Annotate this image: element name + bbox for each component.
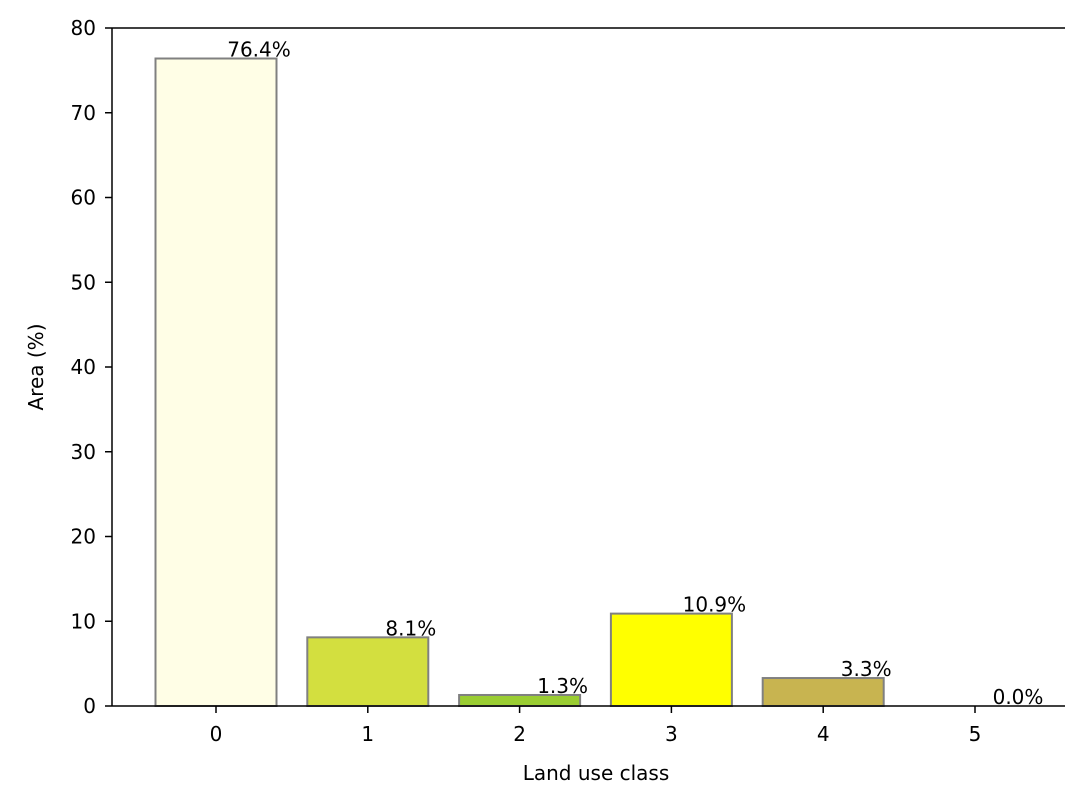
y-tick-label-0: 0 — [83, 694, 96, 718]
y-tick-label-70: 70 — [71, 101, 96, 125]
bar-1 — [306, 636, 430, 707]
data-label-1: 8.1% — [385, 616, 436, 640]
bar-3 — [609, 612, 733, 707]
bars-group — [154, 57, 885, 707]
y-tick-label-50: 50 — [71, 270, 96, 294]
data-label-3: 10.9% — [683, 593, 747, 617]
y-tick-label-60: 60 — [71, 186, 96, 210]
data-label-2: 1.3% — [537, 674, 588, 698]
x-tick-label-4: 4 — [817, 722, 830, 746]
x-tick-label-3: 3 — [665, 722, 678, 746]
x-tick-label-0: 0 — [210, 722, 223, 746]
y-tick-label-40: 40 — [71, 355, 96, 379]
bar-0 — [154, 57, 278, 707]
x-axis-label: Land use class — [523, 761, 670, 785]
data-labels-group: 76.4% 8.1% 1.3% 10.9% 3.3% 0.0% — [227, 38, 1043, 709]
y-tick-label-80: 80 — [71, 16, 96, 40]
data-label-0: 76.4% — [227, 38, 291, 62]
x-tick-label-1: 1 — [361, 722, 374, 746]
data-label-5: 0.0% — [993, 685, 1044, 709]
y-tick-label-20: 20 — [71, 525, 96, 549]
y-tick-label-30: 30 — [71, 440, 96, 464]
y-axis-ticks: 0 10 20 30 40 50 60 70 80 — [71, 16, 112, 718]
x-axis-ticks: 0 1 2 3 4 5 — [210, 706, 982, 746]
x-tick-label-2: 2 — [513, 722, 526, 746]
y-tick-label-10: 10 — [71, 609, 96, 633]
data-label-4: 3.3% — [841, 657, 892, 681]
y-axis-label: Area (%) — [24, 324, 48, 411]
bar-4 — [761, 677, 885, 707]
x-tick-label-5: 5 — [969, 722, 982, 746]
